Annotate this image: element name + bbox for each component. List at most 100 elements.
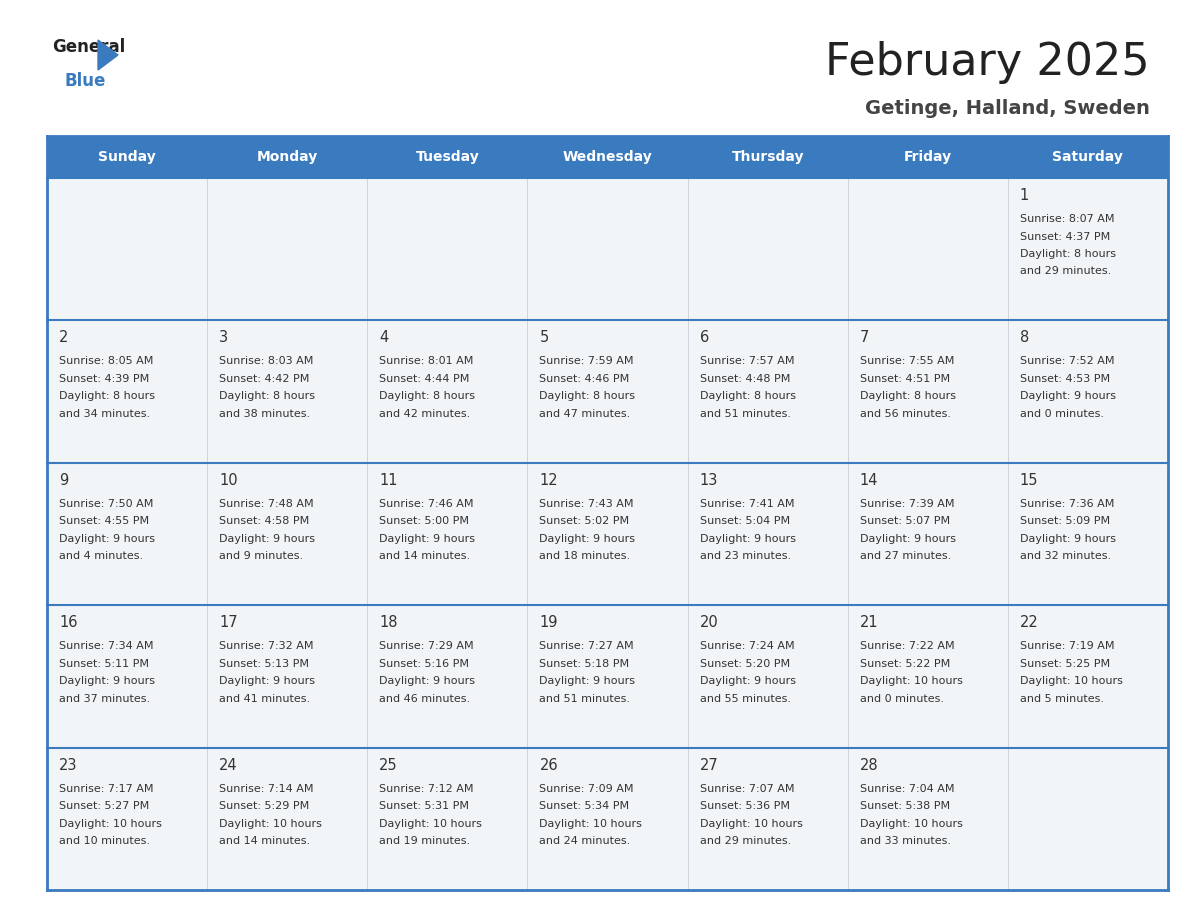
Text: Sunrise: 7:27 AM: Sunrise: 7:27 AM — [539, 641, 634, 651]
Text: and 9 minutes.: and 9 minutes. — [219, 552, 303, 561]
Text: 19: 19 — [539, 615, 558, 630]
Text: Sunrise: 7:36 AM: Sunrise: 7:36 AM — [1019, 498, 1114, 509]
Text: Daylight: 9 hours: Daylight: 9 hours — [860, 533, 955, 543]
Text: Tuesday: Tuesday — [416, 150, 479, 164]
Text: Sunset: 5:07 PM: Sunset: 5:07 PM — [860, 516, 950, 526]
Text: and 19 minutes.: and 19 minutes. — [379, 836, 470, 846]
Text: 13: 13 — [700, 473, 718, 487]
Text: Daylight: 8 hours: Daylight: 8 hours — [59, 391, 154, 401]
Text: 3: 3 — [219, 330, 228, 345]
Text: and 37 minutes.: and 37 minutes. — [59, 694, 150, 704]
Bar — [527, 747, 688, 890]
Bar — [48, 178, 207, 320]
Text: 28: 28 — [860, 757, 878, 773]
Text: Sunrise: 8:05 AM: Sunrise: 8:05 AM — [59, 356, 153, 366]
Text: Daylight: 8 hours: Daylight: 8 hours — [379, 391, 475, 401]
Text: Sunrise: 8:03 AM: Sunrise: 8:03 AM — [219, 356, 314, 366]
Text: Daylight: 10 hours: Daylight: 10 hours — [539, 819, 643, 829]
Text: General: General — [52, 38, 125, 56]
Text: 24: 24 — [219, 757, 238, 773]
Text: and 38 minutes.: and 38 minutes. — [219, 409, 310, 419]
Bar — [207, 605, 367, 747]
Text: 1: 1 — [1019, 188, 1029, 203]
Text: Sunrise: 7:48 AM: Sunrise: 7:48 AM — [219, 498, 314, 509]
Text: 16: 16 — [59, 615, 77, 630]
Text: Daylight: 8 hours: Daylight: 8 hours — [700, 391, 796, 401]
Text: Daylight: 8 hours: Daylight: 8 hours — [539, 391, 636, 401]
Text: Daylight: 9 hours: Daylight: 9 hours — [379, 677, 475, 686]
Text: 2: 2 — [59, 330, 69, 345]
Text: Sunset: 5:25 PM: Sunset: 5:25 PM — [1019, 659, 1110, 668]
Text: Sunrise: 7:59 AM: Sunrise: 7:59 AM — [539, 356, 634, 366]
Text: and 34 minutes.: and 34 minutes. — [59, 409, 150, 419]
Text: February 2025: February 2025 — [826, 41, 1150, 84]
Bar — [688, 178, 848, 320]
Bar — [207, 747, 367, 890]
Bar — [527, 605, 688, 747]
Text: and 55 minutes.: and 55 minutes. — [700, 694, 790, 704]
Text: Sunrise: 7:43 AM: Sunrise: 7:43 AM — [539, 498, 634, 509]
Text: 9: 9 — [59, 473, 68, 487]
Text: Sunset: 5:38 PM: Sunset: 5:38 PM — [860, 801, 950, 812]
Text: Sunrise: 7:17 AM: Sunrise: 7:17 AM — [59, 784, 153, 793]
Bar — [1007, 605, 1168, 747]
Text: 8: 8 — [1019, 330, 1029, 345]
Text: Sunset: 4:39 PM: Sunset: 4:39 PM — [59, 374, 150, 384]
Text: Getinge, Halland, Sweden: Getinge, Halland, Sweden — [865, 98, 1150, 118]
Bar — [48, 463, 207, 605]
Text: Daylight: 10 hours: Daylight: 10 hours — [219, 819, 322, 829]
Bar — [48, 136, 1168, 178]
Text: Daylight: 9 hours: Daylight: 9 hours — [700, 677, 796, 686]
Bar — [367, 178, 527, 320]
Text: 11: 11 — [379, 473, 398, 487]
Bar — [367, 463, 527, 605]
Text: Sunrise: 7:34 AM: Sunrise: 7:34 AM — [59, 641, 153, 651]
Bar — [1007, 747, 1168, 890]
Text: Sunset: 5:27 PM: Sunset: 5:27 PM — [59, 801, 150, 812]
Text: Sunset: 5:18 PM: Sunset: 5:18 PM — [539, 659, 630, 668]
Polygon shape — [97, 40, 118, 70]
Text: Daylight: 10 hours: Daylight: 10 hours — [1019, 677, 1123, 686]
Text: 6: 6 — [700, 330, 709, 345]
Text: Sunrise: 7:52 AM: Sunrise: 7:52 AM — [1019, 356, 1114, 366]
Text: Sunset: 4:53 PM: Sunset: 4:53 PM — [1019, 374, 1110, 384]
Bar — [848, 747, 1007, 890]
Text: Sunset: 5:31 PM: Sunset: 5:31 PM — [379, 801, 469, 812]
Text: 14: 14 — [860, 473, 878, 487]
Text: and 32 minutes.: and 32 minutes. — [1019, 552, 1111, 561]
Text: Sunrise: 8:07 AM: Sunrise: 8:07 AM — [1019, 214, 1114, 224]
Text: Daylight: 9 hours: Daylight: 9 hours — [1019, 533, 1116, 543]
Text: and 4 minutes.: and 4 minutes. — [59, 552, 143, 561]
Text: Wednesday: Wednesday — [563, 150, 652, 164]
Text: Sunrise: 7:04 AM: Sunrise: 7:04 AM — [860, 784, 954, 793]
Text: 7: 7 — [860, 330, 870, 345]
Bar — [527, 463, 688, 605]
Text: Friday: Friday — [904, 150, 952, 164]
Text: Daylight: 9 hours: Daylight: 9 hours — [539, 533, 636, 543]
Text: Sunset: 5:36 PM: Sunset: 5:36 PM — [700, 801, 790, 812]
Text: Sunset: 4:48 PM: Sunset: 4:48 PM — [700, 374, 790, 384]
Text: Sunrise: 8:01 AM: Sunrise: 8:01 AM — [379, 356, 474, 366]
Text: Sunset: 5:29 PM: Sunset: 5:29 PM — [219, 801, 309, 812]
Bar — [1007, 320, 1168, 463]
Text: Daylight: 8 hours: Daylight: 8 hours — [860, 391, 955, 401]
Text: and 24 minutes.: and 24 minutes. — [539, 836, 631, 846]
Text: Thursday: Thursday — [732, 150, 804, 164]
Text: and 41 minutes.: and 41 minutes. — [219, 694, 310, 704]
Text: Sunrise: 7:39 AM: Sunrise: 7:39 AM — [860, 498, 954, 509]
Bar — [207, 320, 367, 463]
Text: and 29 minutes.: and 29 minutes. — [1019, 266, 1111, 276]
Text: 21: 21 — [860, 615, 878, 630]
Bar — [848, 605, 1007, 747]
Text: 4: 4 — [379, 330, 388, 345]
Text: Daylight: 9 hours: Daylight: 9 hours — [539, 677, 636, 686]
Text: Sunrise: 7:22 AM: Sunrise: 7:22 AM — [860, 641, 954, 651]
Text: Sunset: 5:16 PM: Sunset: 5:16 PM — [379, 659, 469, 668]
Text: Sunset: 4:46 PM: Sunset: 4:46 PM — [539, 374, 630, 384]
Text: Daylight: 10 hours: Daylight: 10 hours — [860, 677, 962, 686]
Text: and 14 minutes.: and 14 minutes. — [379, 552, 470, 561]
Bar — [688, 463, 848, 605]
Bar — [48, 747, 207, 890]
Bar — [48, 320, 207, 463]
Bar — [527, 320, 688, 463]
